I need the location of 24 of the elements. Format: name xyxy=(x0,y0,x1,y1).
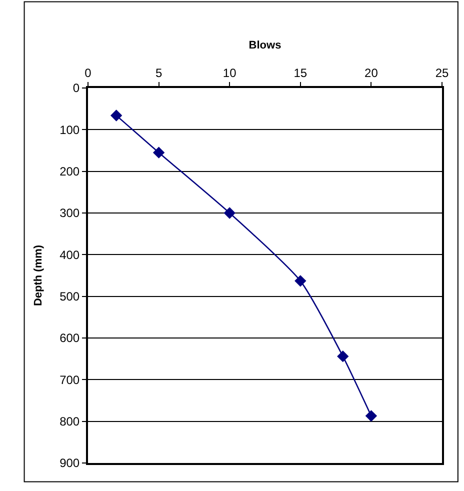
y-tick-label: 300 xyxy=(60,206,80,220)
y-tick-label: 100 xyxy=(60,122,80,137)
y-tick-label: 900 xyxy=(60,456,80,470)
point xyxy=(152,146,165,158)
point xyxy=(365,410,378,422)
y-tick-label: 700 xyxy=(60,372,80,387)
y-tick-label: 400 xyxy=(60,248,80,262)
point xyxy=(110,110,122,122)
x-tick-label: 0 xyxy=(84,66,92,80)
point xyxy=(224,207,236,219)
x-tick-label: 10 xyxy=(222,66,237,80)
x-axis-title: Blows xyxy=(248,39,282,52)
y-tick-label: 600 xyxy=(60,331,80,346)
x-tick-label: 5 xyxy=(155,66,162,80)
point xyxy=(337,350,349,362)
point xyxy=(294,275,306,287)
x-tick-label: 15 xyxy=(294,66,308,80)
y-axis-title: Depth (mm) xyxy=(32,244,45,306)
y-tick-label: 0 xyxy=(72,81,80,96)
x-tick-label: 25 xyxy=(435,66,449,80)
y-tick-label: 800 xyxy=(60,414,80,429)
y-tick-label: 200 xyxy=(60,164,80,179)
y-tick-label: 500 xyxy=(60,290,80,304)
x-tick-label: 20 xyxy=(364,66,378,80)
